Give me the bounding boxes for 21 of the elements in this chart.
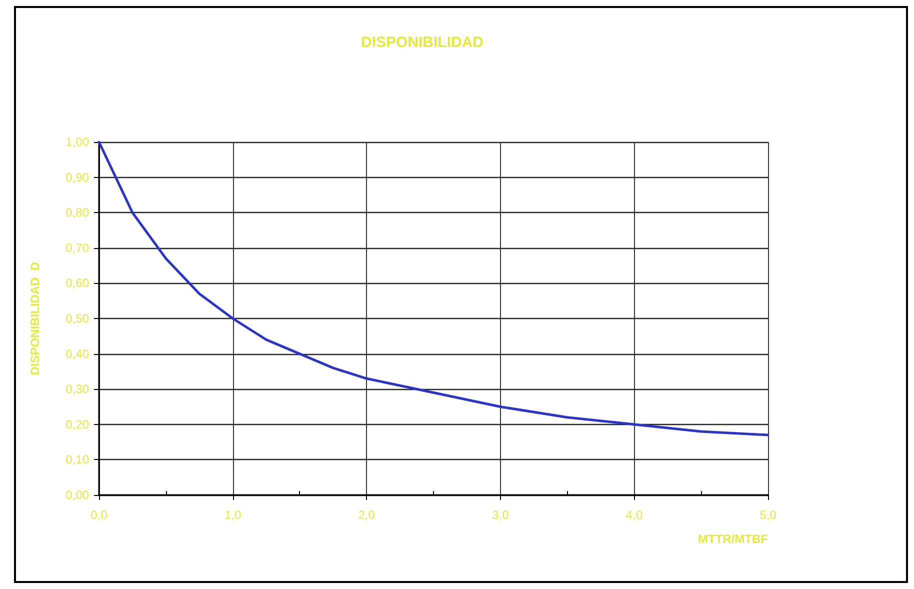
line-series — [98, 140, 770, 436]
y-tick-label: 1,00 — [66, 135, 90, 149]
y-tick-label: 0,00 — [66, 488, 90, 502]
x-tick-label: 1,0 — [224, 508, 242, 522]
y-tick-label: 0,20 — [66, 417, 90, 432]
chart-title: DISPONIBILIDAD — [361, 34, 484, 51]
y-axis-title: DISPONIBILIDAD D — [28, 262, 42, 376]
x-tick-label: 4,0 — [626, 508, 643, 522]
x-tick-label: 3,0 — [492, 508, 510, 522]
y-tick-label: 0,80 — [66, 206, 90, 220]
x-tick-label: 0,0 — [90, 508, 108, 522]
x-tick-label: 5,0 — [760, 508, 777, 522]
x-tick-label: 2,0 — [358, 508, 376, 522]
y-tick-label: 0,40 — [66, 346, 90, 361]
x-axis-title: MTTR/MTBF — [698, 532, 768, 546]
y-tick-label: 0,30 — [66, 382, 90, 396]
y-tick-label: 0,90 — [66, 170, 90, 184]
y-tick-label: 0,70 — [66, 240, 90, 255]
y-tick-label: 0,60 — [66, 276, 90, 290]
y-tick-label: 0,10 — [66, 452, 90, 467]
y-tick-label: 0,50 — [66, 312, 90, 326]
